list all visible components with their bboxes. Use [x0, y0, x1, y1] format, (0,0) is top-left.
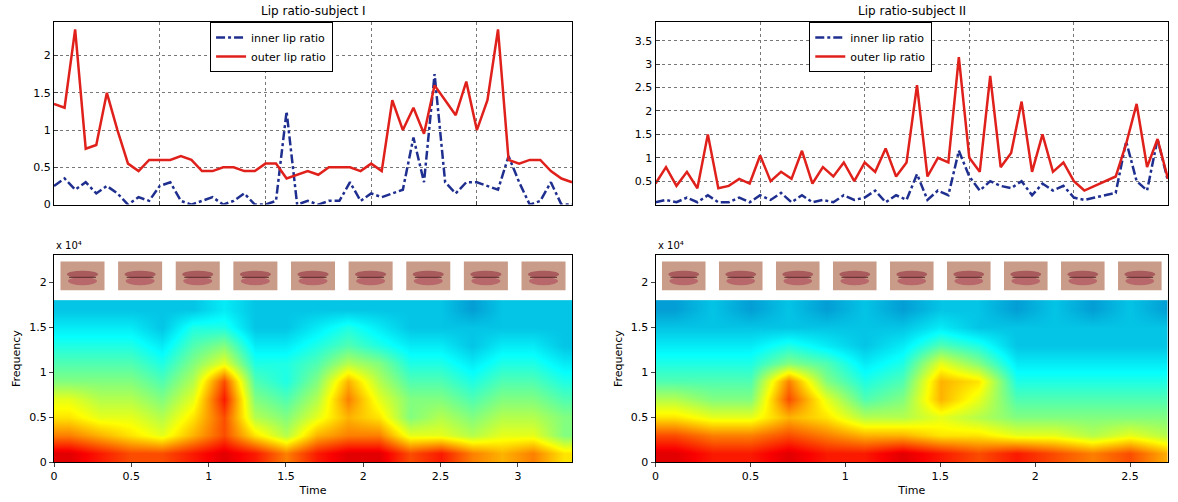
svg-text:x 10⁴: x 10⁴	[56, 240, 82, 251]
svg-text:outer lip ratio: outer lip ratio	[850, 51, 925, 64]
svg-text:1.5: 1.5	[277, 470, 295, 483]
svg-text:2: 2	[360, 470, 367, 483]
svg-text:2: 2	[645, 105, 652, 118]
svg-text:1.5: 1.5	[635, 128, 653, 141]
svg-text:Frequency: Frequency	[612, 330, 625, 387]
svg-text:3: 3	[514, 470, 521, 483]
svg-text:Frequency: Frequency	[10, 330, 23, 387]
svg-text:2.5: 2.5	[432, 470, 450, 483]
svg-text:0: 0	[44, 198, 51, 211]
svg-text:2: 2	[40, 276, 47, 289]
svg-text:x 10⁴: x 10⁴	[658, 240, 684, 251]
svg-text:1: 1	[641, 366, 648, 379]
svg-text:2: 2	[641, 276, 648, 289]
svg-text:0.5: 0.5	[33, 161, 51, 174]
svg-text:0.5: 0.5	[29, 411, 47, 424]
svg-text:0: 0	[641, 456, 648, 469]
svg-text:0: 0	[40, 456, 47, 469]
svg-text:1.5: 1.5	[631, 321, 649, 334]
svg-text:3.5: 3.5	[635, 35, 653, 48]
svg-text:2.5: 2.5	[635, 81, 653, 94]
svg-text:Time: Time	[299, 484, 327, 497]
svg-text:inner lip ratio: inner lip ratio	[850, 32, 924, 45]
svg-text:1.5: 1.5	[33, 87, 51, 100]
svg-text:0.5: 0.5	[123, 470, 141, 483]
svg-text:3: 3	[645, 58, 652, 71]
svg-text:1.5: 1.5	[932, 470, 950, 483]
svg-text:0: 0	[652, 470, 659, 483]
svg-text:2: 2	[1032, 470, 1039, 483]
svg-text:Lip ratio-subject II: Lip ratio-subject II	[858, 4, 966, 18]
svg-text:0.5: 0.5	[635, 175, 653, 188]
svg-text:1: 1	[40, 366, 47, 379]
svg-text:Time: Time	[897, 484, 925, 497]
svg-text:0.5: 0.5	[742, 470, 760, 483]
svg-text:1: 1	[44, 124, 51, 137]
svg-text:1: 1	[205, 470, 212, 483]
svg-text:2.5: 2.5	[1121, 470, 1139, 483]
svg-text:0: 0	[51, 470, 58, 483]
svg-text:Lip ratio-subject I: Lip ratio-subject I	[261, 4, 366, 18]
svg-text:1: 1	[645, 152, 652, 165]
svg-text:0.5: 0.5	[631, 411, 649, 424]
svg-text:1.5: 1.5	[29, 321, 47, 334]
svg-text:outer lip ratio: outer lip ratio	[251, 51, 326, 64]
svg-text:2: 2	[44, 49, 51, 62]
svg-text:inner lip ratio: inner lip ratio	[251, 32, 325, 45]
svg-text:1: 1	[842, 470, 849, 483]
